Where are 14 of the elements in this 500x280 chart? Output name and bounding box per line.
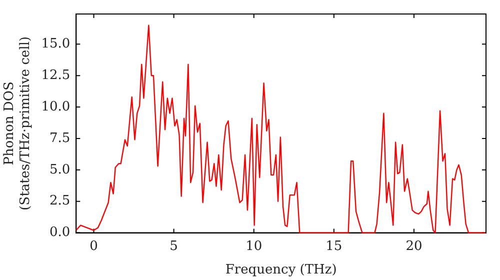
y-tick-label: 10.0: [41, 99, 70, 114]
y-tick-label: 12.5: [41, 68, 70, 83]
y-tick-label: 5.0: [49, 162, 70, 178]
y-axis-title: Phonon DOS (States/THz·primitive cell): [2, 36, 33, 210]
x-axis-title: Frequency (THz): [225, 262, 337, 278]
y-tick-label: 2.5: [49, 194, 70, 209]
y-tick-label: 0.0: [49, 225, 70, 240]
y-tick-label: 15.0: [41, 36, 70, 52]
y-tick-label: 7.5: [49, 130, 70, 146]
x-tick-label: 15: [326, 238, 342, 254]
x-tick-label: 20: [406, 238, 422, 254]
x-tick-label: 0: [90, 238, 98, 254]
x-tick-label: 10: [246, 238, 262, 254]
x-tick-label: 5: [170, 238, 178, 254]
